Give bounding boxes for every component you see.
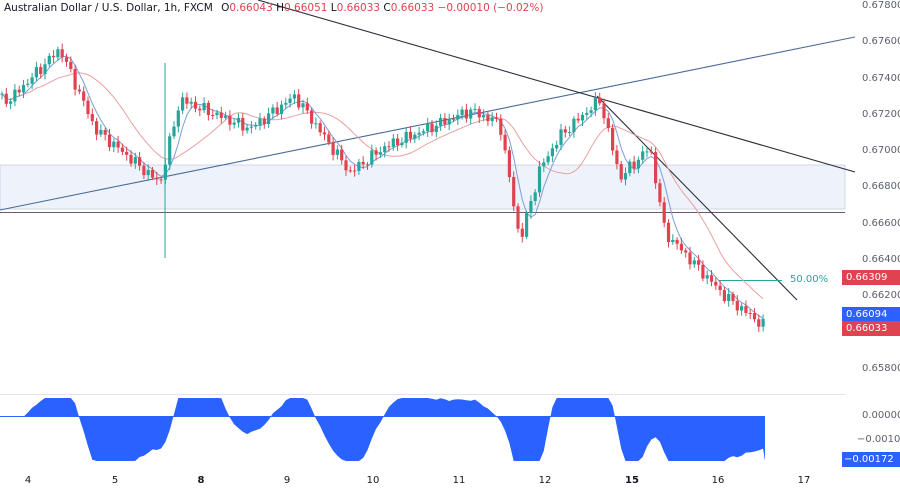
last-price-tag: 0.66033 bbox=[842, 321, 900, 336]
price-tick: 0.67000 bbox=[862, 145, 900, 156]
low-value: 0.66033 bbox=[336, 2, 381, 14]
time-tick: 16 bbox=[711, 475, 725, 486]
price-tick: 0.65800 bbox=[862, 363, 900, 374]
high-value: 0.66051 bbox=[284, 2, 328, 14]
change-value: −0.00010 (−0.02%) bbox=[437, 2, 544, 14]
price-tick: 0.66600 bbox=[862, 218, 900, 229]
price-tick: 0.67200 bbox=[862, 109, 900, 120]
fib-price-tag: 0.66309 bbox=[842, 270, 900, 285]
price-tick: 0.67400 bbox=[862, 73, 900, 84]
fib-level-label: 50.00% bbox=[790, 274, 829, 285]
low-label: L bbox=[330, 2, 337, 14]
oscillator-tick: 0.00000 bbox=[862, 410, 900, 421]
ma-price-tag: 0.66094 bbox=[842, 307, 900, 322]
open-label: O bbox=[221, 2, 230, 14]
open-value: 0.66043 bbox=[229, 2, 273, 14]
time-tick: 8 bbox=[197, 475, 205, 486]
oscillator-tick: −0.00100 bbox=[857, 434, 900, 445]
time-tick: 15 bbox=[625, 475, 639, 486]
oscillator-value-tag: −0.00172 bbox=[842, 452, 900, 467]
candlestick-series bbox=[0, 43, 765, 333]
fast-moving-average bbox=[1, 55, 764, 319]
slow-moving-average bbox=[1, 72, 764, 300]
time-tick: 11 bbox=[452, 475, 466, 486]
descending-trendline-long[interactable] bbox=[257, 0, 856, 173]
time-tick: 10 bbox=[366, 475, 380, 486]
support-zone[interactable] bbox=[0, 164, 846, 210]
oscillator-area bbox=[0, 398, 765, 461]
time-tick: 12 bbox=[538, 475, 552, 486]
price-tick: 0.66400 bbox=[862, 254, 900, 265]
descending-trendline-short[interactable] bbox=[596, 95, 798, 301]
price-tick: 0.66200 bbox=[862, 290, 900, 301]
time-tick: 4 bbox=[24, 475, 32, 486]
time-tick: 17 bbox=[797, 475, 811, 486]
price-tick: 0.67600 bbox=[862, 36, 900, 47]
symbol-title: Australian Dollar / U.S. Dollar, 1h, FXC… bbox=[4, 2, 213, 14]
ohlc-values: O0.66043 H0.66051 L0.66033 C0.66033 −0.0… bbox=[221, 2, 543, 14]
close-label: C bbox=[383, 2, 391, 14]
high-label: H bbox=[276, 2, 285, 14]
price-tick: 0.66800 bbox=[862, 181, 900, 192]
time-tick: 5 bbox=[111, 475, 119, 486]
price-tick: 0.67800 bbox=[862, 0, 900, 11]
time-tick: 9 bbox=[283, 475, 291, 486]
close-value: 0.66033 bbox=[390, 2, 435, 14]
chart-legend: Australian Dollar / U.S. Dollar, 1h, FXC… bbox=[4, 2, 543, 14]
